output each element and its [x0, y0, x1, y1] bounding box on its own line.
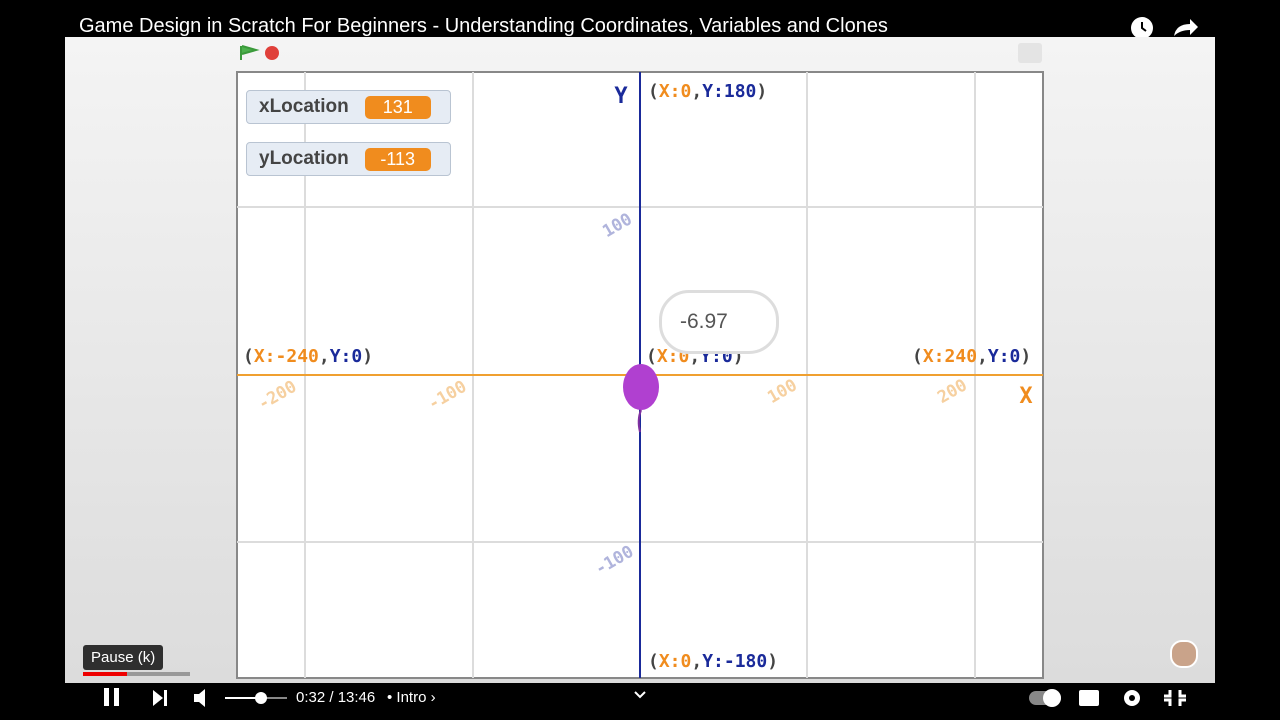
variable-monitor: yLocation -113 — [246, 142, 451, 176]
top-icons — [1131, 17, 1198, 39]
channel-avatar[interactable] — [1170, 640, 1198, 668]
label-part: , — [691, 651, 702, 672]
label-part: Y:180 — [702, 81, 756, 102]
coordinate-label: (X:0,Y:180) — [648, 81, 767, 102]
label-part: ( — [646, 346, 657, 367]
label-part: ) — [733, 346, 744, 367]
progress-bar[interactable] — [83, 672, 127, 676]
label-part: ( — [912, 346, 923, 367]
y-axis-label: Y — [614, 84, 628, 109]
label-part: , — [689, 346, 700, 367]
player-controls — [83, 672, 1186, 707]
coordinate-label: (X:-240,Y:0) — [243, 346, 373, 367]
chapter-title[interactable]: • Intro › — [387, 689, 436, 706]
label-part: ) — [767, 651, 778, 672]
stop-button[interactable] — [265, 46, 279, 60]
speech-bubble: -6.97 — [659, 290, 779, 354]
buffer-bar — [83, 672, 190, 676]
label-part: , — [691, 81, 702, 102]
label-part: Y:0 — [330, 346, 363, 367]
video-title[interactable]: Game Design in Scratch For Beginners - U… — [79, 15, 888, 37]
time-display: 0:32 / 13:46 — [296, 689, 376, 706]
label-part: ( — [648, 651, 659, 672]
coordinate-label: (X:0,Y:-180) — [648, 651, 778, 672]
label-part: X:-240 — [254, 346, 319, 367]
balloon-sprite[interactable] — [623, 364, 659, 410]
monitor-value: -113 — [364, 147, 431, 171]
chapter-toggle[interactable] — [634, 691, 646, 699]
monitor-name: yLocation — [259, 148, 349, 169]
exit-fullscreen[interactable] — [1164, 690, 1186, 706]
label-part: Y:-180 — [702, 651, 767, 672]
captions-button[interactable] — [1079, 690, 1099, 706]
x-axis-label: X — [1019, 384, 1032, 409]
label-part: X:0 — [659, 81, 692, 102]
label-part: , — [319, 346, 330, 367]
share-icon[interactable] — [1174, 19, 1198, 36]
monitor-list: xLocation 131 yLocation -113 — [246, 90, 451, 176]
variable-monitor: xLocation 131 — [246, 90, 451, 124]
label-part: ( — [243, 346, 254, 367]
fullscreen-toggle[interactable] — [1018, 43, 1042, 63]
label-part: , — [977, 346, 988, 367]
tooltip: Pause (k) — [83, 645, 164, 670]
label-part: X:240 — [923, 346, 977, 367]
next-button[interactable] — [153, 690, 167, 706]
label-part: ) — [756, 81, 767, 102]
label-part: X:0 — [659, 651, 692, 672]
label-part: Y:0 — [988, 346, 1021, 367]
label-part: ) — [1020, 346, 1031, 367]
monitor-value: 131 — [364, 95, 431, 119]
coordinate-label: (X:240,Y:0) — [912, 346, 1031, 367]
green-flag[interactable] — [240, 45, 260, 60]
volume-button[interactable] — [194, 689, 205, 707]
label-part: ( — [648, 81, 659, 102]
monitor-name: xLocation — [259, 96, 349, 117]
pause-button[interactable] — [104, 688, 109, 706]
volume-slider[interactable] — [225, 697, 261, 699]
label-part: ) — [362, 346, 373, 367]
